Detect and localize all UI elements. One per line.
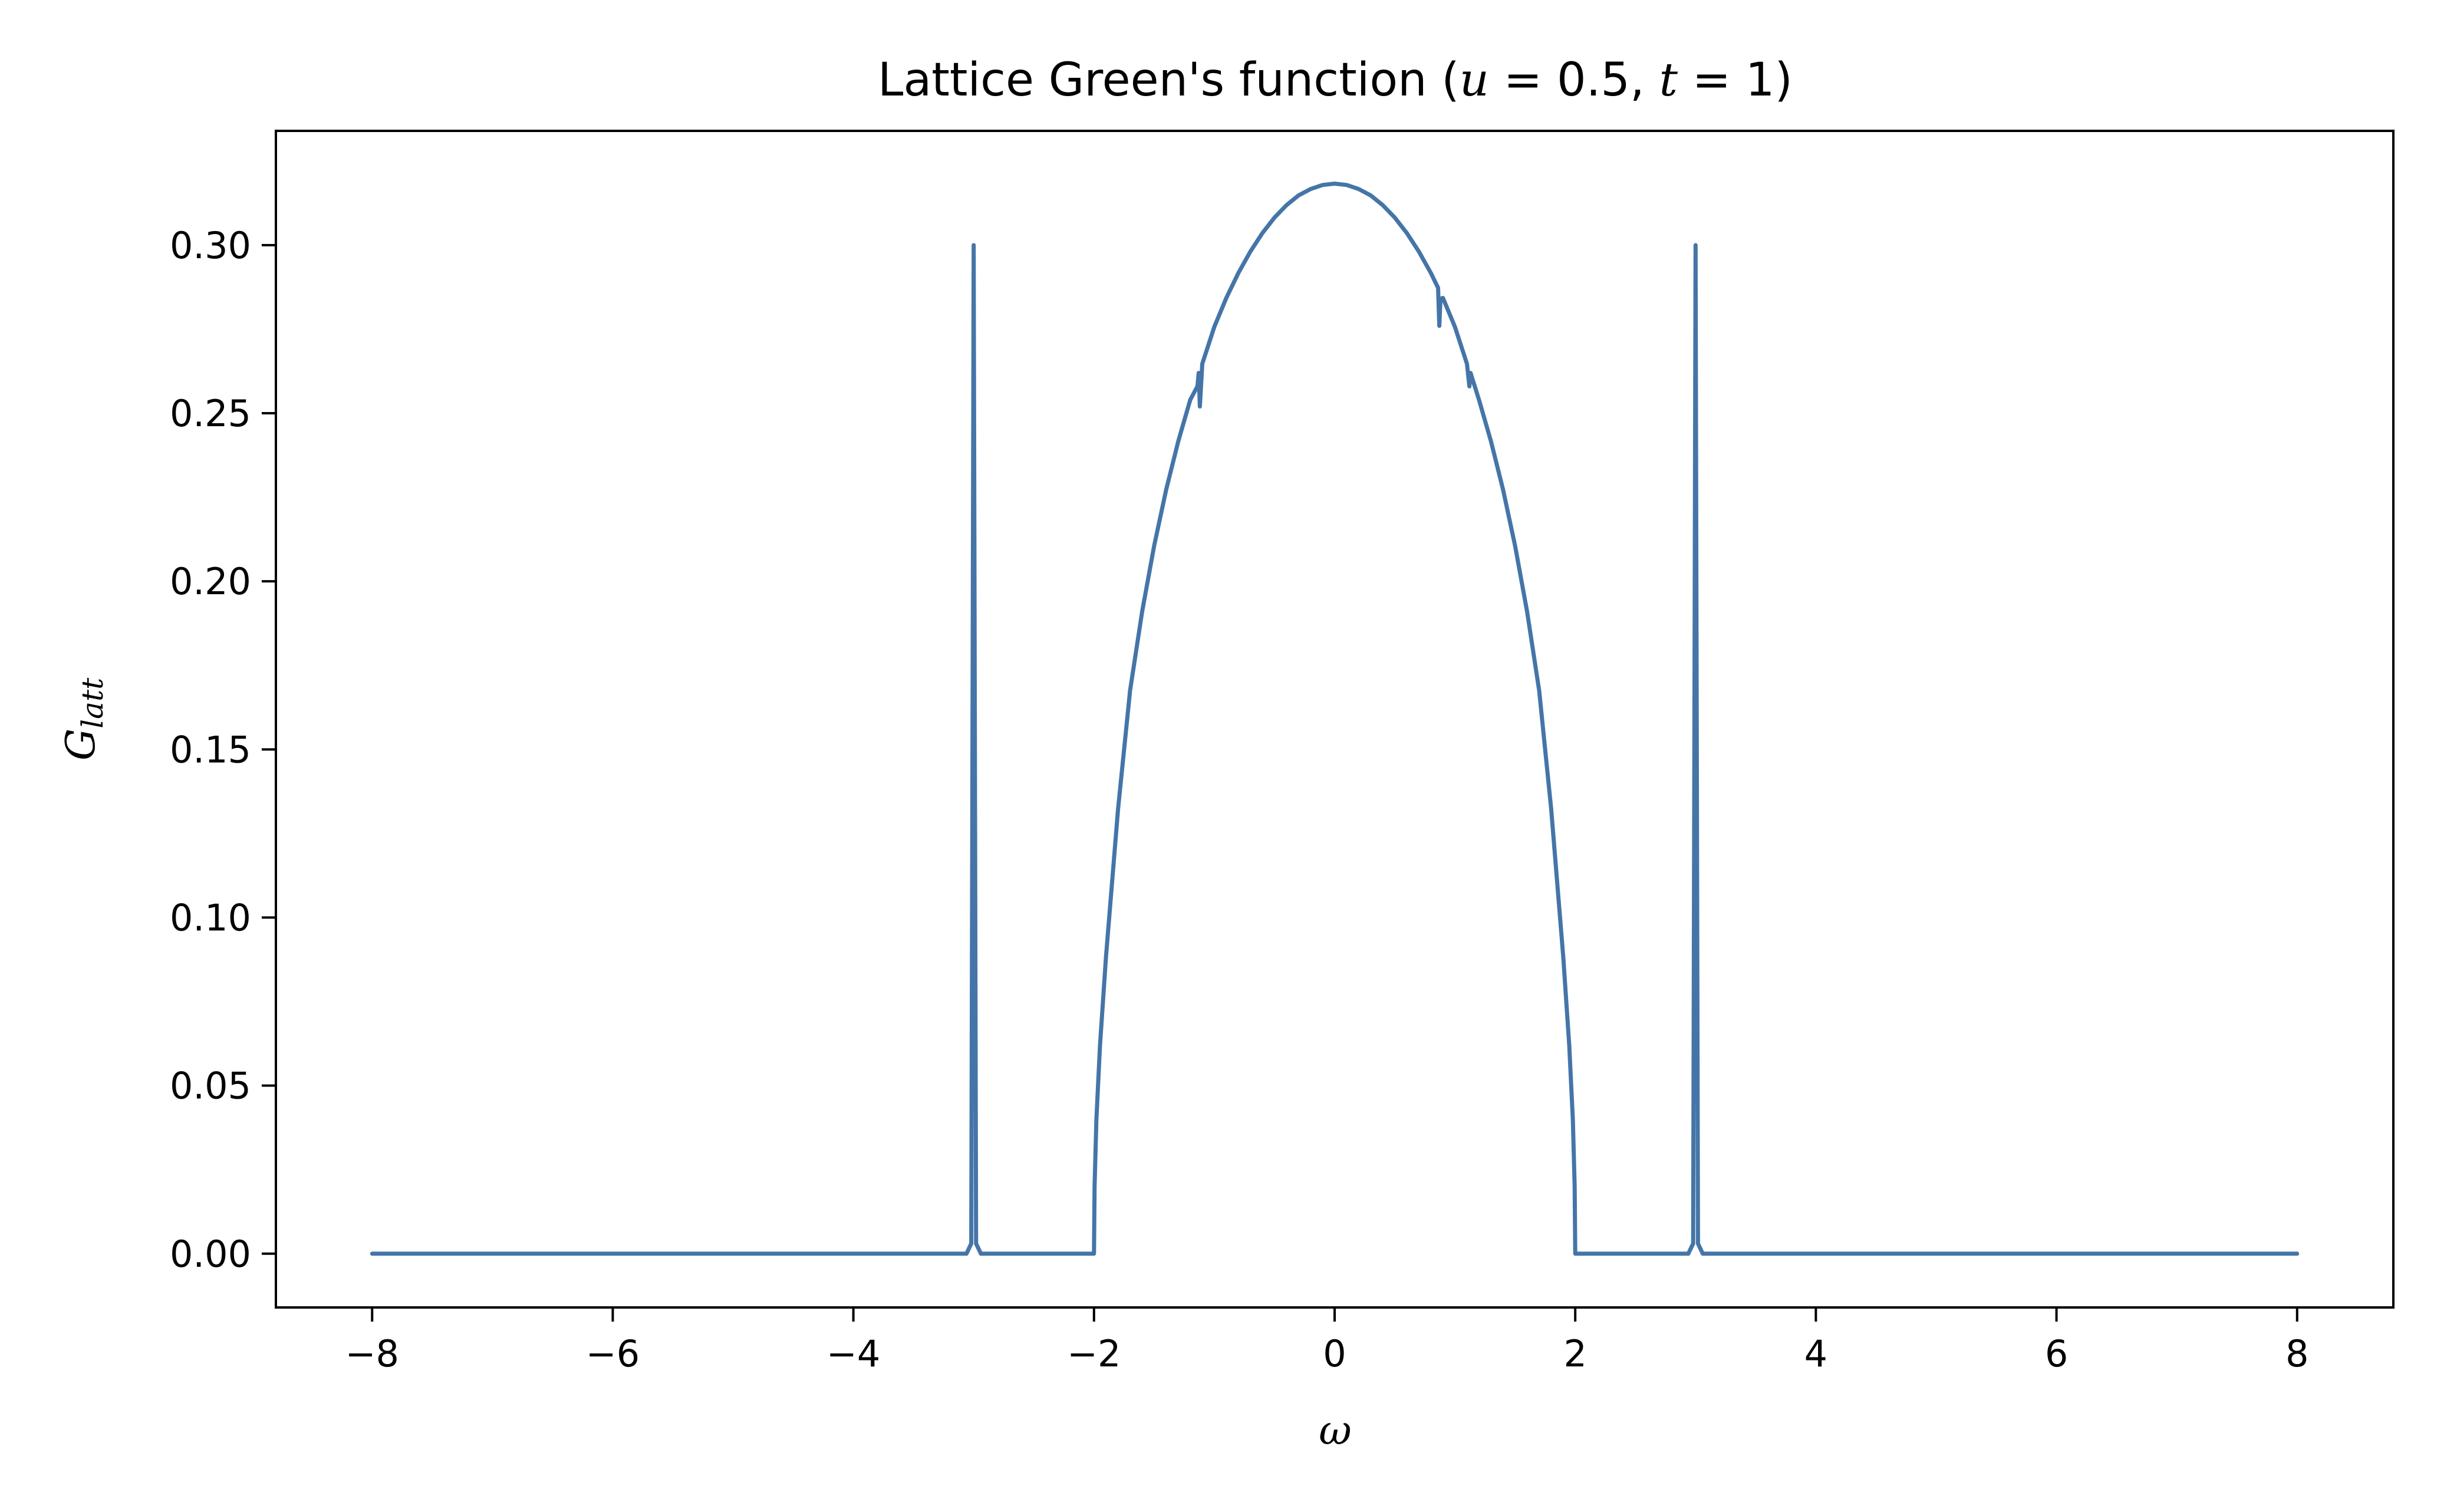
x-tick-label: 0 [1323,1332,1346,1375]
y-tick-label: 0.10 [170,896,251,939]
y-tick-label: 0.30 [170,224,251,267]
chart-title: Lattice Green's function (u = 0.5, t = 1… [878,54,1793,107]
y-axis-label-subscript: latt [75,677,110,729]
x-tick-label: 4 [1804,1332,1827,1375]
series-line-glatt [370,182,2300,1256]
x-tick-label: −4 [826,1332,880,1375]
x-axis-ticks: −8 −6 −4 −2 0 2 4 6 8 [345,1307,2308,1375]
y-axis-label-main: G [58,729,104,760]
y-tick-label: 0.05 [170,1065,251,1108]
y-tick-label: 0.25 [170,392,251,435]
title-t-symbol: t [1659,54,1678,107]
x-tick-label: 2 [1563,1332,1586,1375]
title-u-value: = 0.5, [1489,54,1659,107]
y-tick-label: 0.20 [170,560,251,603]
y-axis-ticks: 0.00 0.05 0.10 0.15 0.20 0.25 0.30 [170,224,276,1276]
x-axis-label: ω [1319,1408,1351,1454]
y-tick-label: 0.00 [170,1233,251,1276]
x-tick-label: 8 [2285,1332,2308,1375]
title-u-symbol: u [1460,54,1489,107]
plot-area [370,182,2300,1256]
y-tick-label: 0.15 [170,728,251,771]
x-tick-label: −8 [345,1332,399,1375]
y-axis-label: Glatt [58,677,110,760]
title-prefix: Lattice Green's function ( [878,54,1460,107]
x-tick-label: −6 [586,1332,640,1375]
x-tick-label: 6 [2045,1332,2068,1375]
x-tick-label: −2 [1067,1332,1121,1375]
title-t-value: = 1) [1678,54,1793,107]
